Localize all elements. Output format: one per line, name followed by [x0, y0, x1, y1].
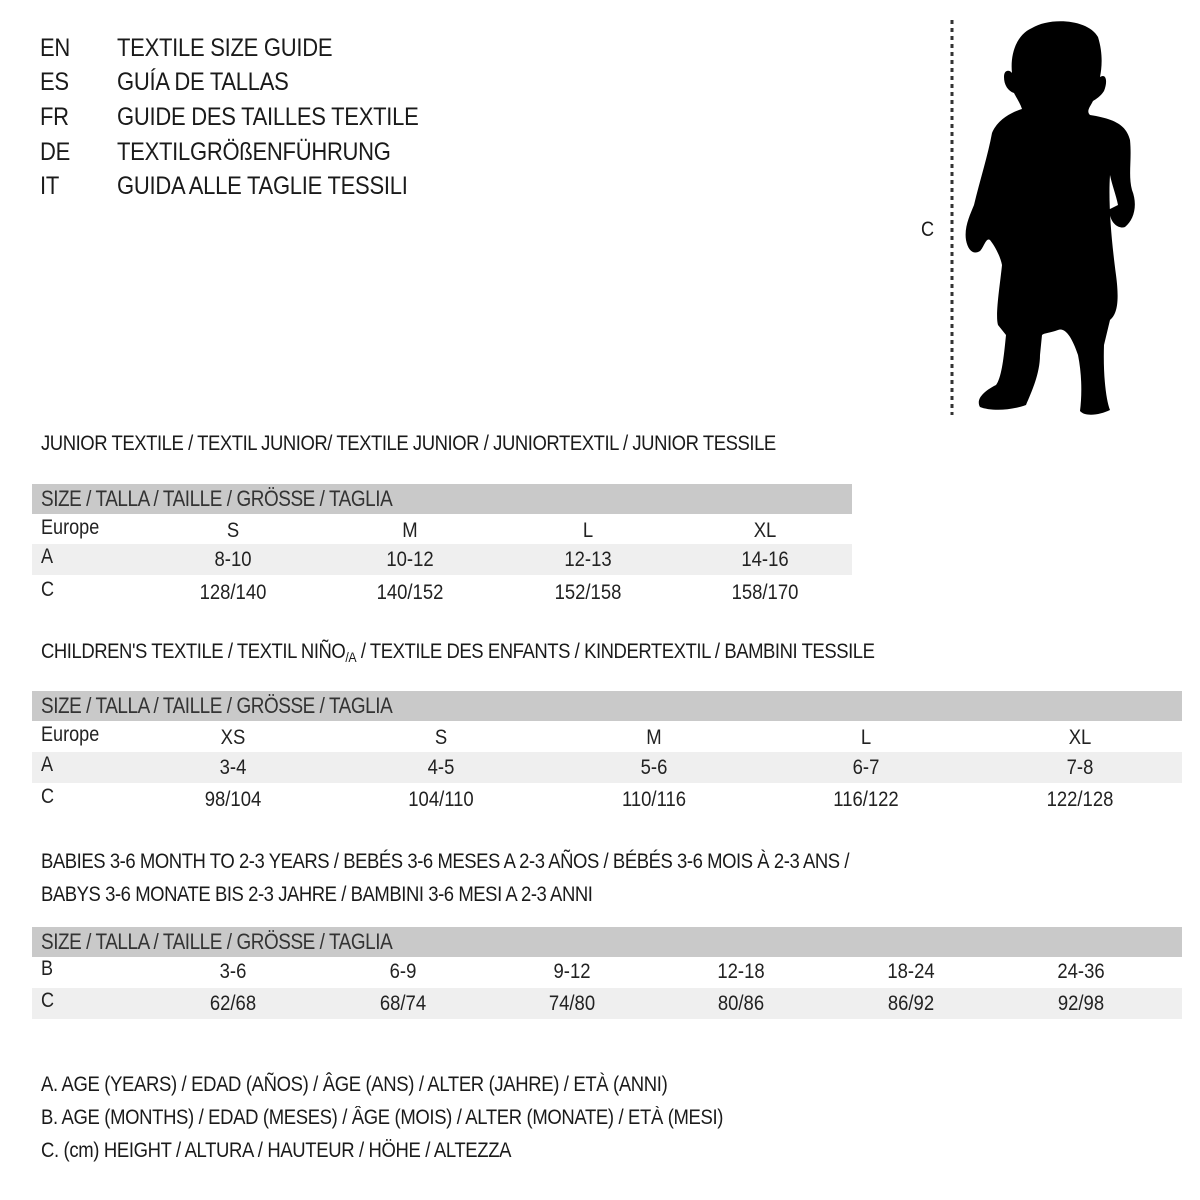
table-cell: 80/86 [717, 992, 765, 1015]
row-label: C [41, 578, 55, 601]
section-title-babies-line1: BABIES 3-6 MONTH TO 2-3 YEARS / BEBÉS 3-… [41, 850, 850, 873]
table-cell: 152/158 [554, 581, 622, 604]
table-cell: XS [220, 726, 246, 749]
table-cell: 24-36 [1057, 960, 1105, 983]
table-cell: M [402, 519, 418, 542]
legend-a: A. AGE (YEARS) / EDAD (AÑOS) / ÂGE (ANS)… [41, 1073, 668, 1096]
table-header: SIZE / TALLA / TAILLE / GRÖSSE / TAGLIA [32, 691, 1182, 721]
section-title-children: CHILDREN'S TEXTILE / TEXTIL NIÑO/A / TEX… [41, 640, 875, 665]
table-cell: 12-13 [564, 548, 612, 571]
table-cell: 9-12 [553, 960, 591, 983]
lang-code-de: DE [40, 138, 71, 166]
height-measure-label: C [921, 218, 934, 241]
table-cell: S [434, 726, 448, 749]
table-cell: 4-5 [427, 756, 455, 779]
table-cell: 158/170 [731, 581, 799, 604]
table-cell: 18-24 [887, 960, 935, 983]
row-label: Europe [41, 723, 100, 746]
row-label: A [41, 753, 54, 776]
table-cell: S [226, 519, 240, 542]
table-cell: 14-16 [741, 548, 789, 571]
table-cell: 122/128 [1046, 788, 1114, 811]
title-de: TEXTILGRÖßENFÜHRUNG [117, 138, 391, 166]
table-cell: L [582, 519, 594, 542]
table-cell: 3-6 [219, 960, 247, 983]
table-cell: 104/110 [408, 788, 474, 811]
table-cell: 6-7 [852, 756, 880, 779]
lang-code-es: ES [40, 68, 69, 96]
table-cell: 68/74 [379, 992, 427, 1015]
table-cell: XL [1068, 726, 1092, 749]
title-es: GUÍA DE TALLAS [117, 68, 289, 96]
legend-b: B. AGE (MONTHS) / EDAD (MESES) / ÂGE (MO… [41, 1106, 724, 1129]
table-cell: 8-10 [214, 548, 252, 571]
table-row: A 8-10 10-12 12-13 14-16 [32, 544, 852, 575]
table-cell: 12-18 [717, 960, 765, 983]
table-row: C 62/68 68/74 74/80 80/86 86/92 92/98 [32, 988, 1182, 1019]
table-row: A 3-4 4-5 5-6 6-7 7-8 [32, 752, 1182, 783]
table-cell: 110/116 [621, 788, 687, 811]
row-label: B [41, 957, 54, 980]
lang-code-en: EN [40, 34, 71, 62]
child-silhouette-icon [950, 20, 1135, 415]
table-cell: 5-6 [640, 756, 668, 779]
table-cell: L [860, 726, 872, 749]
table-cell: 62/68 [209, 992, 257, 1015]
table-cell: 74/80 [548, 992, 596, 1015]
title-it: GUIDA ALLE TAGLIE TESSILI [117, 172, 408, 200]
table-row: Europe XS S M L XL [32, 722, 1182, 753]
table-row: B 3-6 6-9 9-12 12-18 18-24 24-36 [32, 956, 1182, 987]
table-cell: 3-4 [219, 756, 247, 779]
section-title-children-rest: / TEXTILE DES ENFANTS / KINDERTEXTIL / B… [356, 640, 875, 663]
table-cell: XL [753, 519, 777, 542]
row-label: Europe [41, 516, 100, 539]
table-cell: M [646, 726, 662, 749]
table-cell: 140/152 [376, 581, 444, 604]
row-label: C [41, 989, 55, 1012]
table-row: C 98/104 104/110 110/116 116/122 122/128 [32, 784, 1182, 815]
table-cell: 128/140 [199, 581, 267, 604]
table-cell: 7-8 [1066, 756, 1094, 779]
section-title-children-main: CHILDREN'S TEXTILE / TEXTIL NIÑO [41, 640, 346, 663]
table-cell: 6-9 [389, 960, 417, 983]
table-row: C 128/140 140/152 152/158 158/170 [32, 577, 852, 608]
table-cell: 98/104 [204, 788, 262, 811]
section-title-babies-line2: BABYS 3-6 MONATE BIS 2-3 JAHRE / BAMBINI… [41, 883, 593, 906]
table-header-label: SIZE / TALLA / TAILLE / GRÖSSE / TAGLIA [41, 486, 393, 511]
legend-c: C. (cm) HEIGHT / ALTURA / HAUTEUR / HÖHE… [41, 1139, 512, 1162]
table-cell: 86/92 [887, 992, 935, 1015]
table-header-label: SIZE / TALLA / TAILLE / GRÖSSE / TAGLIA [41, 693, 393, 718]
row-label: A [41, 545, 54, 568]
row-label: C [41, 785, 55, 808]
lang-code-it: IT [40, 172, 60, 200]
section-title-children-sub: /A [345, 649, 357, 665]
table-cell: 10-12 [386, 548, 434, 571]
table-row: Europe S M L XL [32, 515, 852, 546]
title-fr: GUIDE DES TAILLES TEXTILE [117, 103, 419, 131]
table-header: SIZE / TALLA / TAILLE / GRÖSSE / TAGLIA [32, 927, 1182, 957]
title-en: TEXTILE SIZE GUIDE [117, 34, 333, 62]
section-title-junior: JUNIOR TEXTILE / TEXTIL JUNIOR/ TEXTILE … [41, 432, 776, 455]
table-cell: 116/122 [833, 788, 899, 811]
lang-code-fr: FR [40, 103, 69, 131]
table-header: SIZE / TALLA / TAILLE / GRÖSSE / TAGLIA [32, 484, 852, 514]
table-header-label: SIZE / TALLA / TAILLE / GRÖSSE / TAGLIA [41, 929, 393, 954]
table-cell: 92/98 [1057, 992, 1105, 1015]
